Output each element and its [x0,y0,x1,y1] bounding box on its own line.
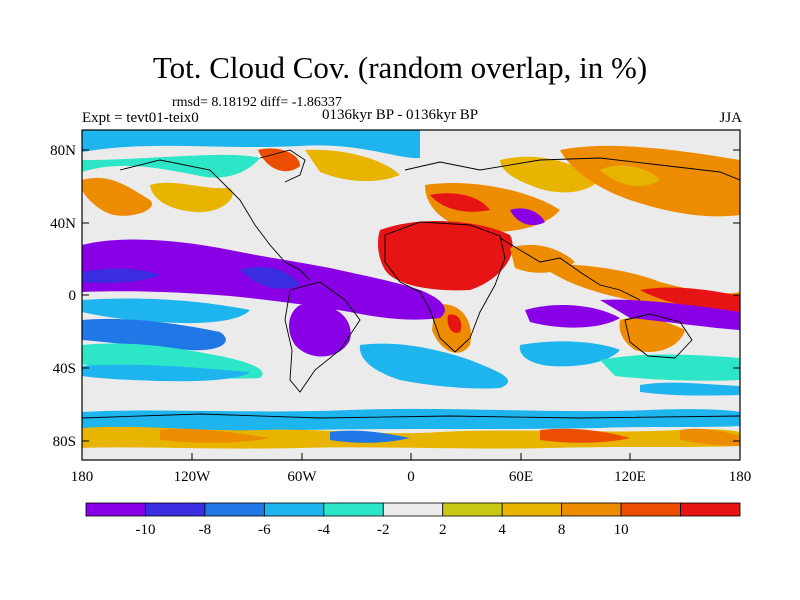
colorbar-swatch [85,502,146,517]
y-tick-label: 0 [69,288,77,304]
colorbar-label: -2 [377,522,390,538]
colorbar-label: 2 [439,522,447,538]
colorbar-swatch [620,502,681,517]
colorbar-swatch [204,502,265,517]
coastlines [82,149,740,419]
x-tick-label: 120W [174,469,212,485]
y-tick-label: 40N [50,216,76,232]
colorbar-swatch [442,502,503,517]
x-tick-label: 0 [407,469,415,485]
colorbar-swatch [382,502,444,517]
x-tick-label: 180 [729,469,752,485]
x-tick-label: 60W [287,469,317,485]
colorbar-swatch [680,502,741,517]
colorbar-swatch [145,502,206,517]
colorbar-label: 4 [498,522,506,538]
stats-line: rmsd= 8.18192 diff= -1.86337 [172,95,342,110]
y-tick-label: 80S [53,434,76,450]
tick-marks [81,149,741,460]
colorbar-label: 8 [558,522,566,538]
colorbar-swatch [323,502,384,517]
cloud-cover-field [82,130,740,460]
x-tick-label: 180 [71,469,94,485]
y-tick-label: 40S [53,361,76,377]
colorbar-label: -6 [258,522,271,538]
colorbar: -10 -8 -6 -4 -2 2 4 8 10 [85,502,741,538]
colorbar-swatch [263,502,325,517]
y-tick-label: 80N [50,143,76,159]
colorbar-label: -4 [318,522,331,538]
colorbar-swatch [501,502,563,517]
x-tick-label: 120E [614,469,646,485]
season-label: JJA [719,110,742,126]
experiment-label: Expt = tevt01-teix0 [82,110,199,126]
map-title: Tot. Cloud Cov. (random overlap, in %) [152,50,648,85]
colorbar-swatch [561,502,622,517]
colorbar-label: -10 [135,522,155,538]
colorbar-label: 10 [614,522,629,538]
period-label: 0136kyr BP - 0136kyr BP [322,107,479,123]
x-tick-label: 60E [509,469,533,485]
colorbar-label: -8 [199,522,212,538]
